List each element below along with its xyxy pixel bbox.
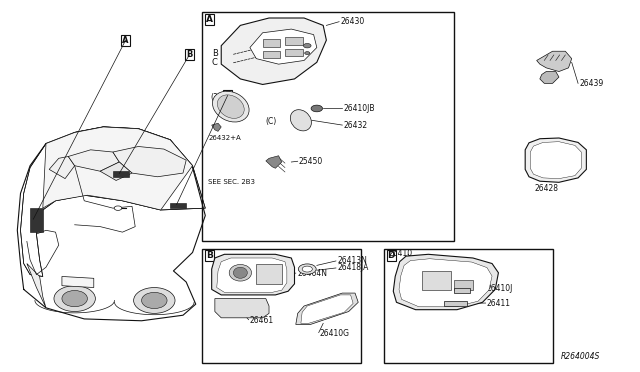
Text: 26432: 26432 [344,121,368,129]
Polygon shape [394,254,499,310]
Text: 26410: 26410 [388,249,412,258]
Polygon shape [525,138,586,182]
Polygon shape [540,71,559,83]
Ellipse shape [141,292,167,309]
Ellipse shape [291,110,312,131]
Text: 26464N: 26464N [297,269,327,278]
Text: 25450: 25450 [299,157,323,166]
Text: 26411: 26411 [487,299,511,308]
Circle shape [311,105,323,112]
Polygon shape [296,293,358,324]
Polygon shape [212,123,221,131]
Polygon shape [537,51,572,71]
Ellipse shape [234,267,247,278]
Text: 26410JB: 26410JB [344,104,375,113]
Polygon shape [49,157,75,179]
Polygon shape [399,259,492,307]
Ellipse shape [62,291,88,307]
Text: 26410G: 26410G [320,329,350,338]
Text: A: A [206,15,213,23]
Polygon shape [62,276,94,288]
Bar [454,280,473,290]
Ellipse shape [212,91,249,122]
Ellipse shape [54,286,95,311]
Text: D: D [224,91,231,100]
Polygon shape [113,147,186,177]
Text: (C): (C) [266,117,277,126]
Text: C: C [212,58,218,67]
Bar [30,208,43,232]
Polygon shape [301,295,353,323]
Ellipse shape [298,264,316,274]
Bar [285,49,303,56]
Polygon shape [250,29,317,64]
Text: D: D [388,251,395,260]
Polygon shape [215,299,269,318]
Text: 26410J: 26410J [487,284,513,293]
Polygon shape [217,258,287,292]
Circle shape [303,44,311,48]
Text: B: B [186,51,193,60]
Ellipse shape [218,95,244,118]
Bar [422,271,451,290]
Ellipse shape [229,264,252,281]
Polygon shape [266,156,282,168]
Ellipse shape [134,288,175,313]
Text: SEE SEC. 2B3: SEE SEC. 2B3 [209,179,255,185]
Bar [256,263,282,284]
Polygon shape [43,127,193,210]
Text: 26428: 26428 [534,184,558,193]
Circle shape [114,206,122,211]
Bar [444,301,467,306]
Bar [384,249,552,363]
Text: B: B [206,251,213,260]
Bar [202,249,362,363]
Bar [285,37,303,45]
Polygon shape [68,150,119,171]
Text: 26430: 26430 [340,17,365,26]
Ellipse shape [302,266,312,272]
Bar [454,288,470,293]
Circle shape [305,52,310,55]
Bar [202,13,454,241]
Text: 26413N: 26413N [337,256,367,266]
Polygon shape [212,254,294,295]
Bar [113,171,129,177]
Text: R264004S: R264004S [561,352,600,361]
Text: 26432+A: 26432+A [209,135,241,141]
Text: A: A [122,36,129,45]
Polygon shape [100,162,132,180]
Text: 26418JA: 26418JA [337,263,369,272]
Text: 26461: 26461 [250,316,274,325]
Polygon shape [221,18,326,84]
Bar [262,39,280,47]
Text: 26439: 26439 [579,79,604,88]
Text: B: B [212,49,218,58]
Bar [170,203,186,208]
Polygon shape [20,127,205,276]
Text: (3): (3) [211,93,221,102]
Polygon shape [27,263,46,308]
Polygon shape [531,142,581,179]
Bar [262,51,280,58]
